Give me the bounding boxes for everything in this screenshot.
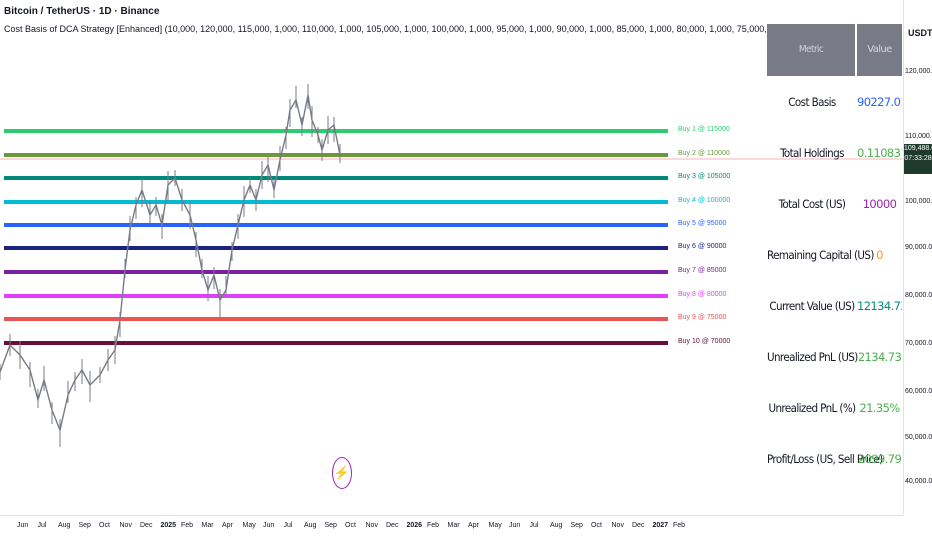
last-price-time: 07:33:28 — [904, 155, 932, 162]
time-label: Sep — [570, 522, 583, 529]
last-price-value: 109,488.01 — [904, 145, 932, 152]
time-label: Dec — [140, 522, 153, 529]
price-series — [0, 94, 341, 433]
time-label: Aug — [550, 522, 563, 529]
time-label: Oct — [99, 522, 110, 529]
price-tick: 80,000.00 — [905, 292, 932, 299]
metrics-table: Metric Value Cost Basis 90227.0147 Total H… — [767, 24, 902, 495]
time-label: Mar — [447, 522, 460, 529]
time-label: Dec — [632, 522, 645, 529]
table-row: Total Holdings 0.11083155 — [767, 127, 902, 178]
price-tick: 70,000.00 — [905, 340, 932, 347]
time-label: 2026 — [406, 522, 423, 529]
time-label: Jul — [37, 522, 47, 529]
time-label: Jun — [263, 522, 275, 529]
table-header: Metric Value — [767, 24, 902, 76]
buy-level-label: Buy 9 @ 75000 — [678, 314, 727, 321]
price-tick: 90,000.00 — [905, 244, 932, 251]
time-axis[interactable] — [0, 515, 903, 551]
metric-label: Total Holdings — [780, 145, 844, 160]
time-label: Feb — [427, 522, 440, 529]
time-label: Jul — [283, 522, 293, 529]
time-label: 2027 — [652, 522, 669, 529]
time-label: Nov — [119, 522, 132, 529]
time-label: Feb — [673, 522, 686, 529]
metric-value: 2134.73 — [857, 349, 902, 364]
buy-level-label: Buy 7 @ 85000 — [678, 267, 727, 274]
table-row: Total Cost (US) 10000 — [767, 178, 902, 229]
metric-label: Current Value (US) — [769, 298, 855, 313]
buy-level-label: Buy 8 @ 80000 — [678, 291, 727, 298]
price-tick: 40,000.00 — [905, 478, 932, 485]
time-label: Sep — [324, 522, 337, 529]
metric-value: 90227.0147 — [857, 94, 902, 109]
time-label: Jun — [17, 522, 29, 529]
metric-label: Profit/Loss (US, Sell Price) — [767, 451, 883, 466]
symbol-title: Bitcoin / TetherUS · 1D · Binance — [4, 6, 160, 17]
price-tick: 60,000.00 — [905, 388, 932, 395]
price-tick: 100,000.00 — [905, 198, 932, 205]
table-row: Remaining Capital (US) 0 — [767, 229, 902, 280]
buy-level-label: Buy 5 @ 95000 — [678, 220, 727, 227]
buy-level-label: Buy 6 @ 90000 — [678, 243, 727, 250]
indicator-title[interactable]: Cost Basis of DCA Strategy [Enhanced] (1… — [4, 24, 855, 34]
time-label: May — [242, 522, 256, 529]
table-row: Current Value (US)12134.73 — [767, 280, 902, 331]
table-row: Cost Basis 90227.0147 — [767, 76, 902, 127]
metric-value: 2099.79 — [857, 451, 902, 466]
table-row: Profit/Loss (US, Sell Price) 2099.79 — [767, 433, 902, 484]
time-label: Nov — [611, 522, 624, 529]
metric-label: Remaining Capital (US) — [767, 247, 874, 262]
time-label: Sep — [78, 522, 91, 529]
time-label: Aug — [304, 522, 317, 529]
last-price-badge: 109,488.01 07:33:28 — [904, 144, 932, 174]
lightning-icon[interactable]: ⚡ — [332, 457, 352, 489]
price-tick: 50,000.00 — [905, 434, 932, 441]
buy-level-label: Buy 1 @ 115000 — [678, 126, 730, 133]
time-label: Mar — [201, 522, 214, 529]
time-label: Apr — [222, 522, 233, 529]
time-label: Jul — [529, 522, 539, 529]
time-label: Oct — [345, 522, 356, 529]
time-label: Nov — [365, 522, 378, 529]
metric-value: 21.35% — [859, 400, 900, 415]
metric-value: 10000 — [862, 196, 897, 211]
table-row: Unrealized PnL (US) 2134.73 — [767, 331, 902, 382]
time-label: Feb — [181, 522, 194, 529]
metric-value: 0.11083155 — [857, 145, 902, 160]
currency-label[interactable]: USDT — [908, 28, 932, 38]
time-label: 2025 — [160, 522, 177, 529]
buy-level-label: Buy 10 @ 70000 — [678, 338, 731, 345]
time-label: Apr — [468, 522, 479, 529]
price-tick: 120,000.00 — [905, 68, 932, 75]
metric-label: Unrealized PnL (%) — [768, 400, 857, 415]
table-row: Unrealized PnL (%) 21.35% — [767, 382, 902, 433]
time-label: Dec — [386, 522, 399, 529]
time-label: May — [488, 522, 502, 529]
price-chart[interactable] — [0, 0, 903, 515]
metric-label: Cost Basis — [788, 94, 836, 109]
time-label: Jun — [509, 522, 521, 529]
metric-value: 12134.73 — [857, 298, 902, 313]
buy-level-label: Buy 3 @ 105000 — [678, 173, 731, 180]
metric-label: Unrealized PnL (US) — [767, 349, 858, 364]
price-axis[interactable] — [903, 0, 932, 515]
buy-level-label: Buy 4 @ 100000 — [678, 197, 731, 204]
metric-header: Metric — [767, 24, 857, 76]
price-tick: 110,000.00 — [905, 133, 932, 140]
buy-level-label: Buy 2 @ 110000 — [678, 150, 730, 157]
time-label: Oct — [591, 522, 602, 529]
metric-label: Total Cost (US) — [778, 196, 846, 211]
time-label: Aug — [58, 522, 71, 529]
metric-value: 0 — [876, 247, 883, 262]
value-header: Value — [857, 24, 902, 76]
